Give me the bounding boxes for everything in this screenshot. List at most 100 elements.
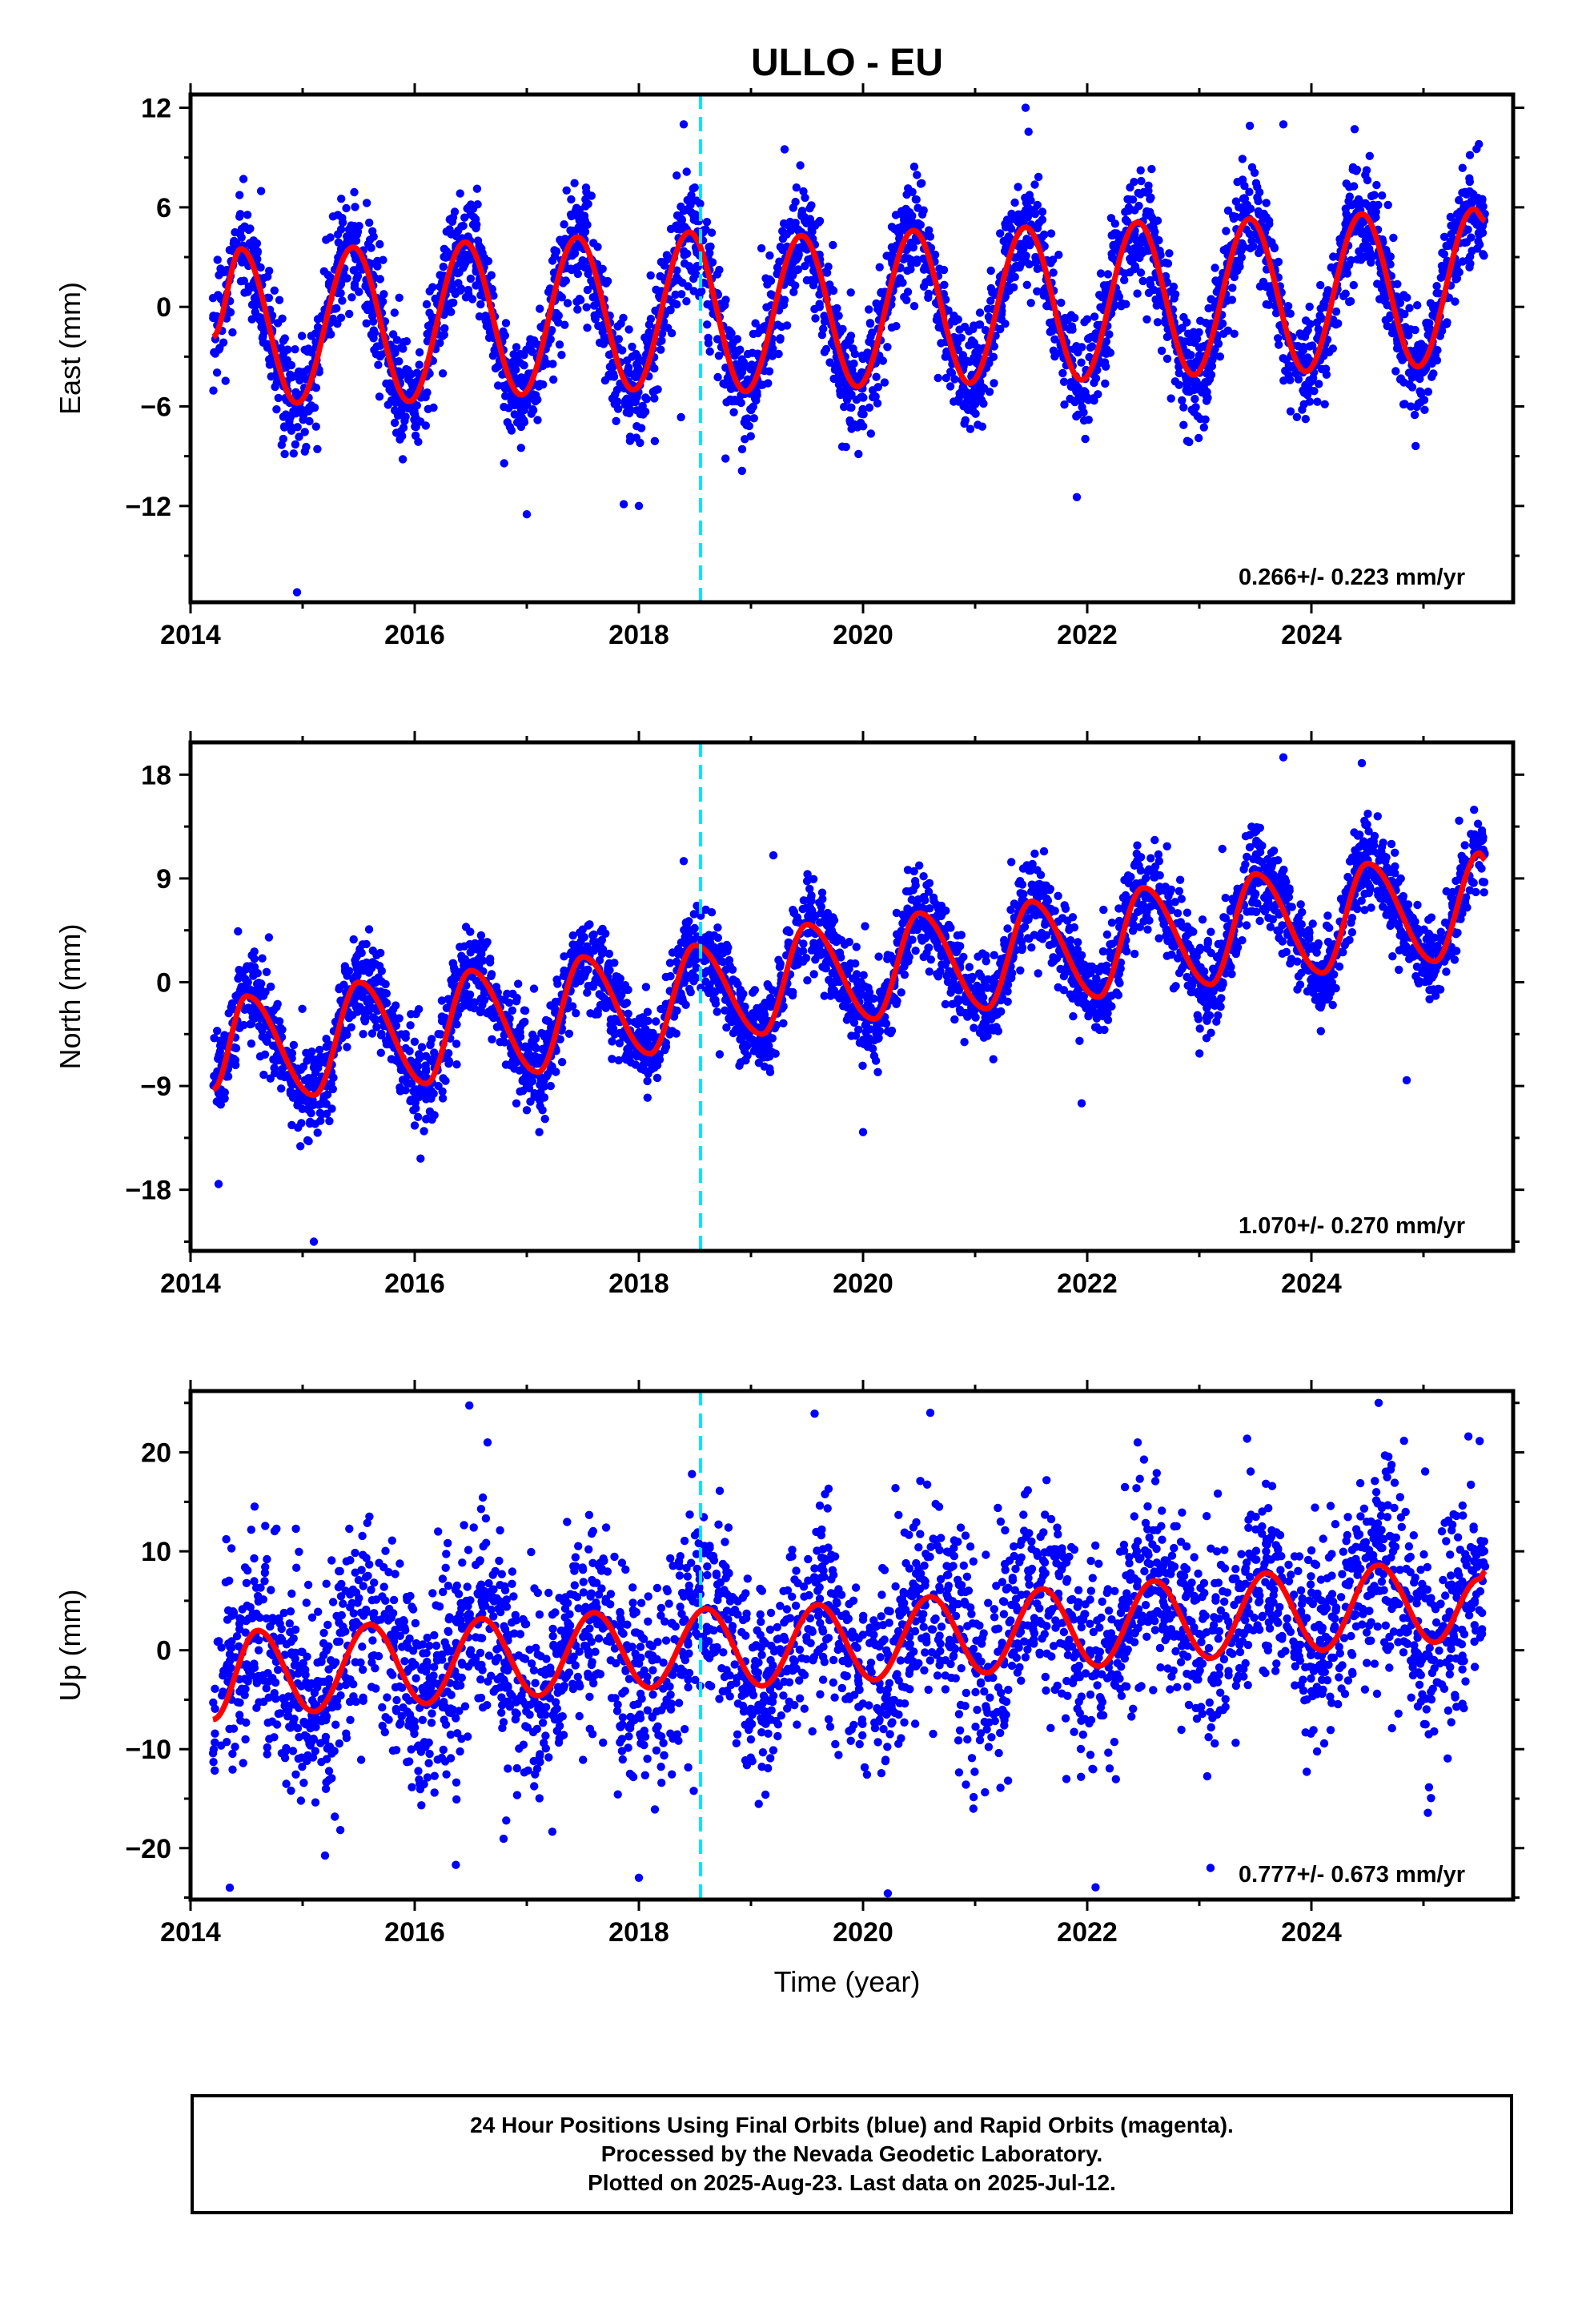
east-data-point bbox=[1378, 191, 1387, 200]
east-data-point bbox=[791, 281, 800, 290]
east-data-point bbox=[789, 203, 797, 212]
east-data-point bbox=[1458, 163, 1468, 172]
east-data-point bbox=[919, 265, 929, 274]
east-data-point bbox=[476, 300, 485, 309]
east-data-point bbox=[1191, 403, 1200, 412]
east-data-point bbox=[1042, 301, 1051, 311]
east-data-point bbox=[1026, 299, 1035, 308]
east-data-point bbox=[338, 296, 347, 305]
north-data-point bbox=[537, 1028, 546, 1038]
east-data-point bbox=[882, 251, 891, 260]
east-data-point bbox=[865, 305, 873, 314]
east-data-point bbox=[611, 390, 620, 399]
east-data-point bbox=[293, 423, 302, 432]
east-data-point bbox=[1372, 180, 1381, 190]
east-data-point bbox=[789, 259, 797, 267]
north-data-point bbox=[557, 1058, 567, 1067]
east-data-point bbox=[891, 211, 901, 219]
east-data-point bbox=[899, 255, 908, 263]
east-data-point bbox=[239, 175, 248, 183]
east-data-point bbox=[580, 227, 590, 236]
east-x-tick-label: 2016 bbox=[384, 620, 445, 650]
east-data-point bbox=[1452, 274, 1462, 283]
north-data-point bbox=[946, 923, 955, 932]
east-data-point bbox=[853, 372, 861, 382]
east-data-point bbox=[869, 392, 877, 402]
east-data-point bbox=[778, 227, 787, 235]
east-data-point bbox=[684, 282, 693, 291]
east-data-point bbox=[818, 324, 828, 333]
east-data-point bbox=[1002, 243, 1010, 252]
east-data-point bbox=[846, 332, 856, 340]
east-data-point bbox=[753, 391, 761, 400]
east-data-point bbox=[749, 402, 757, 412]
east-data-point bbox=[1315, 312, 1324, 320]
east-data-point bbox=[464, 289, 473, 299]
east-data-point bbox=[374, 360, 383, 369]
east-data-point bbox=[228, 328, 237, 337]
east-data-point bbox=[635, 367, 644, 376]
east-data-point bbox=[235, 191, 244, 199]
north-data-point bbox=[926, 955, 936, 964]
east-data-point bbox=[1245, 121, 1255, 131]
east-data-point bbox=[975, 344, 985, 354]
north-data-point bbox=[1295, 980, 1305, 989]
east-data-point bbox=[689, 274, 698, 283]
east-data-point bbox=[1086, 343, 1095, 352]
east-data-point bbox=[344, 225, 354, 234]
east-data-point bbox=[1182, 383, 1192, 392]
east-data-point bbox=[729, 408, 738, 416]
east-data-point bbox=[1305, 386, 1314, 395]
east-data-point bbox=[1436, 273, 1446, 282]
east-data-point bbox=[1429, 304, 1438, 312]
east-data-point bbox=[849, 420, 858, 428]
east-data-point bbox=[323, 271, 332, 279]
east-data-point bbox=[520, 405, 528, 415]
east-data-point bbox=[1365, 151, 1375, 160]
east-data-point bbox=[1115, 235, 1124, 244]
east-data-point bbox=[966, 357, 974, 366]
east-data-point bbox=[595, 338, 604, 348]
north-data-point bbox=[1102, 930, 1112, 939]
east-data-point bbox=[1030, 180, 1039, 189]
east-data-point bbox=[673, 171, 681, 180]
north-plot-area bbox=[209, 742, 1489, 1251]
east-data-point bbox=[701, 225, 710, 234]
north-data-point bbox=[376, 1048, 385, 1057]
north-data-point bbox=[1387, 919, 1395, 928]
east-data-point bbox=[351, 236, 361, 245]
east-data-point bbox=[1319, 299, 1328, 308]
east-data-point bbox=[1034, 219, 1044, 227]
east-data-point bbox=[1193, 412, 1203, 420]
east-data-point bbox=[1166, 394, 1175, 403]
east-data-point bbox=[1178, 396, 1186, 405]
east-data-point bbox=[373, 262, 382, 271]
east-data-point bbox=[1380, 296, 1389, 305]
east-data-point bbox=[1383, 200, 1392, 210]
north-data-point bbox=[1150, 835, 1159, 845]
north-data-point bbox=[915, 861, 924, 870]
east-data-point bbox=[1284, 361, 1294, 370]
north-data-point bbox=[1363, 810, 1372, 818]
east-data-point bbox=[930, 250, 940, 259]
east-data-point bbox=[704, 339, 713, 348]
east-data-point bbox=[350, 187, 359, 197]
north-data-point bbox=[367, 1029, 377, 1038]
east-outlier-point bbox=[1021, 103, 1030, 112]
east-data-point bbox=[895, 229, 904, 239]
east-data-point bbox=[875, 263, 884, 271]
east-data-point bbox=[515, 412, 524, 421]
east-data-point bbox=[789, 287, 798, 296]
east-data-point bbox=[365, 235, 375, 244]
east-data-point bbox=[375, 239, 384, 249]
east-data-point bbox=[1301, 415, 1311, 424]
east-data-point bbox=[499, 381, 508, 391]
east-data-point bbox=[1096, 269, 1106, 278]
east-data-point bbox=[1195, 351, 1204, 360]
east-data-point bbox=[689, 211, 698, 220]
east-data-point bbox=[302, 442, 311, 452]
east-data-point bbox=[520, 361, 528, 370]
east-data-point bbox=[212, 368, 222, 377]
east-data-point bbox=[270, 286, 279, 295]
